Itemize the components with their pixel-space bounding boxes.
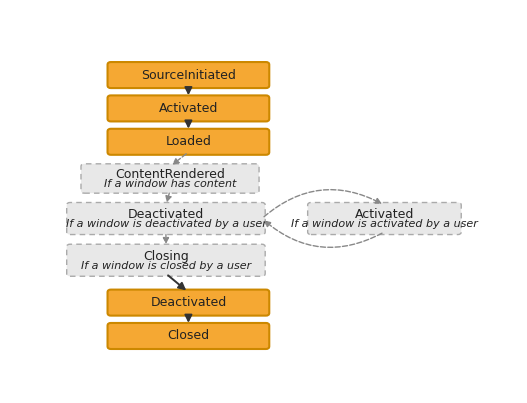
Text: Loaded: Loaded [165,135,211,148]
FancyBboxPatch shape [108,323,269,349]
Text: Closing: Closing [143,250,189,263]
Text: If a window is closed by a user: If a window is closed by a user [81,261,251,271]
Text: Activated: Activated [355,208,414,221]
FancyBboxPatch shape [81,164,259,193]
FancyBboxPatch shape [108,96,269,121]
Text: If a window is deactivated by a user: If a window is deactivated by a user [65,219,266,229]
Text: SourceInitiated: SourceInitiated [141,69,236,81]
FancyBboxPatch shape [308,203,461,235]
FancyBboxPatch shape [67,203,265,235]
Text: Deactivated: Deactivated [150,296,227,309]
Text: If a window has content: If a window has content [104,179,236,189]
Text: ContentRendered: ContentRendered [115,168,225,181]
Text: Closed: Closed [168,330,209,343]
FancyBboxPatch shape [67,244,265,276]
Text: If a window is activated by a user: If a window is activated by a user [291,219,478,229]
FancyBboxPatch shape [108,62,269,88]
Text: Deactivated: Deactivated [128,208,204,221]
FancyBboxPatch shape [108,290,269,316]
FancyBboxPatch shape [108,129,269,155]
Text: Activated: Activated [159,102,218,115]
